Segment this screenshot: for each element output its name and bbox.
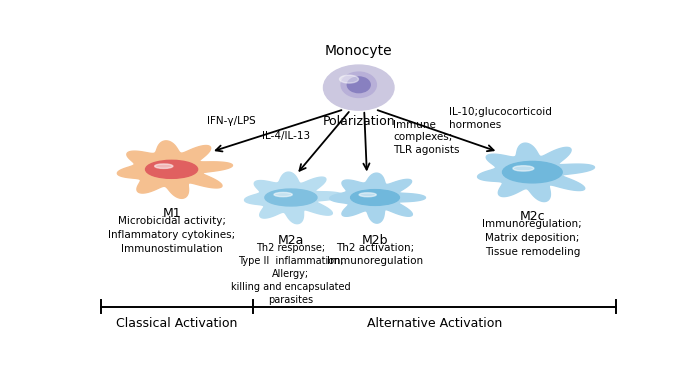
Ellipse shape [347,77,370,93]
Ellipse shape [503,161,562,183]
Text: M1: M1 [162,208,181,220]
Text: Immunoregulation;
Matrix deposition;
Tissue remodeling: Immunoregulation; Matrix deposition; Tis… [482,219,582,257]
Text: Classical Activation: Classical Activation [116,317,238,330]
Ellipse shape [265,189,317,206]
Text: Th2 response;
Type II  inflammation;
Allergy;
killing and encapsulated
parasites: Th2 response; Type II inflammation; Alle… [231,243,351,305]
Ellipse shape [513,166,534,171]
Text: Alternative Activation: Alternative Activation [367,317,503,330]
Polygon shape [118,141,232,198]
Text: IL-4/IL-13: IL-4/IL-13 [262,131,310,141]
Ellipse shape [155,164,173,168]
Text: Polarization: Polarization [323,115,395,128]
Text: M2a: M2a [278,234,304,247]
Polygon shape [477,143,594,202]
Ellipse shape [340,75,358,83]
Ellipse shape [341,72,377,97]
Ellipse shape [146,160,197,178]
Ellipse shape [323,65,394,110]
Text: M2c: M2c [519,210,545,223]
Text: Th2 activation;
Immunoregulation: Th2 activation; Immunoregulation [327,243,423,266]
Polygon shape [244,172,343,224]
Text: M2b: M2b [362,234,389,247]
Polygon shape [330,173,426,223]
Text: Immune
complexes;
TLR agonists: Immune complexes; TLR agonists [393,120,459,155]
Ellipse shape [359,193,376,197]
Ellipse shape [351,190,400,205]
Text: Monocyte: Monocyte [325,44,393,58]
Text: IFN-γ/LPS: IFN-γ/LPS [207,116,256,126]
Text: IL-10;glucocorticoid
hormones: IL-10;glucocorticoid hormones [449,107,552,130]
Text: Microbicidal activity;
Inflammatory cytokines;
Immunostimulation: Microbicidal activity; Inflammatory cyto… [108,216,235,254]
Ellipse shape [274,193,292,197]
